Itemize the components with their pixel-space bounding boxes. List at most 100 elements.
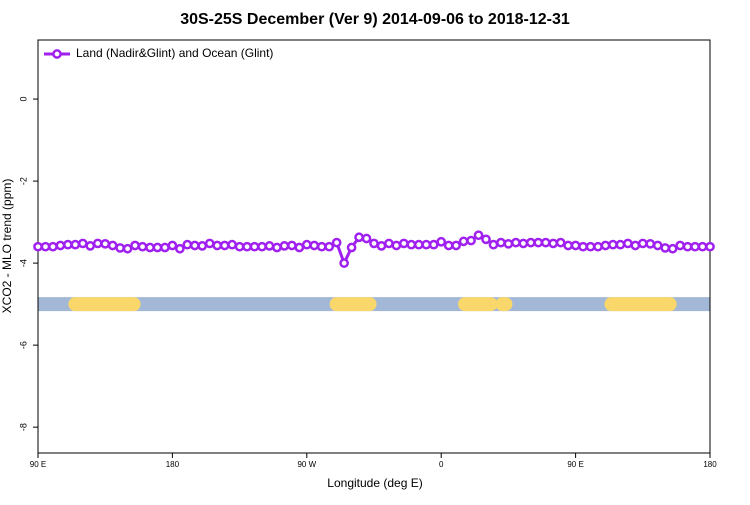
data-point xyxy=(548,238,559,249)
data-point xyxy=(234,241,245,252)
x-tick-label: 0 xyxy=(439,460,444,469)
data-point xyxy=(204,238,215,249)
data-point xyxy=(70,239,81,250)
data-point xyxy=(630,240,641,251)
data-point xyxy=(660,243,671,253)
data-point xyxy=(107,240,118,251)
data-point xyxy=(615,239,626,250)
data-point xyxy=(578,241,588,252)
data-point xyxy=(705,241,715,252)
data-point xyxy=(682,241,693,252)
data-point xyxy=(63,239,73,250)
data-point xyxy=(264,241,275,251)
data-point xyxy=(227,239,237,250)
data-point xyxy=(354,232,364,243)
data-point xyxy=(324,241,335,252)
y-tick-label: -4 xyxy=(18,259,28,267)
data-point xyxy=(309,240,320,251)
data-point xyxy=(182,239,193,250)
data-point xyxy=(481,234,491,245)
data-point xyxy=(272,242,282,253)
data-point xyxy=(667,243,678,254)
y-tick-label: -2 xyxy=(18,177,28,185)
data-point xyxy=(257,241,267,252)
data-point xyxy=(697,241,708,252)
data-point xyxy=(533,237,544,248)
data-point xyxy=(92,238,103,249)
y-tick-label: 0 xyxy=(18,97,28,102)
data-point xyxy=(197,241,208,251)
data-point xyxy=(458,236,469,247)
data-point xyxy=(675,240,685,251)
data-point xyxy=(115,243,125,253)
data-point xyxy=(563,240,573,251)
data-point xyxy=(130,240,140,251)
data-point xyxy=(555,237,566,248)
y-tick-label: -6 xyxy=(18,341,28,349)
data-point xyxy=(33,241,43,252)
data-point xyxy=(540,237,551,248)
data-point xyxy=(346,242,357,253)
data-point xyxy=(413,239,424,250)
data-point xyxy=(212,240,223,251)
data-point xyxy=(406,239,417,250)
x-tick-label: 90 E xyxy=(30,460,46,469)
data-point xyxy=(428,239,439,250)
data-point xyxy=(175,243,185,254)
data-point xyxy=(600,240,611,251)
data-point xyxy=(443,240,454,251)
data-point xyxy=(399,238,409,249)
data-point xyxy=(249,241,260,252)
data-point xyxy=(511,237,521,248)
data-point xyxy=(279,241,290,251)
data-point xyxy=(608,239,618,250)
data-point xyxy=(503,238,514,249)
data-point xyxy=(496,237,506,248)
data-point xyxy=(294,242,305,253)
x-tick-label: 180 xyxy=(703,460,717,469)
data-point xyxy=(690,241,700,252)
y-tick-label: -8 xyxy=(18,423,28,431)
data-point xyxy=(152,242,163,253)
data-point xyxy=(593,241,603,252)
data-point xyxy=(55,240,66,251)
data-point xyxy=(331,237,342,248)
data-point xyxy=(473,230,484,241)
data-point xyxy=(518,238,529,249)
data-point xyxy=(525,237,536,248)
data-point xyxy=(122,243,133,254)
x-tick-label: 90 W xyxy=(297,460,316,469)
data-point xyxy=(137,241,148,252)
data-point xyxy=(77,238,88,249)
data-point xyxy=(339,258,349,268)
data-point xyxy=(384,238,394,249)
data-point xyxy=(242,241,252,252)
x-tick-label: 90 E xyxy=(567,460,583,469)
chart-title: 30S-25S December (Ver 9) 2014-09-06 to 2… xyxy=(180,11,570,28)
x-tick-label: 180 xyxy=(166,460,180,469)
data-point xyxy=(585,241,596,252)
data-point xyxy=(466,235,476,246)
data-point xyxy=(369,238,379,249)
data-point xyxy=(85,241,96,251)
data-point xyxy=(623,238,633,249)
data-point xyxy=(189,240,200,251)
data-point xyxy=(219,240,230,251)
data-point xyxy=(451,240,461,251)
data-point xyxy=(287,240,297,251)
data-point xyxy=(160,242,170,253)
data-point xyxy=(40,241,51,252)
x-axis-label: Longitude (deg E) xyxy=(327,476,422,490)
data-point xyxy=(570,240,581,251)
data-point xyxy=(376,241,387,251)
data-point xyxy=(391,240,402,251)
data-point xyxy=(167,240,178,251)
legend-marker xyxy=(52,49,62,59)
data-point xyxy=(637,238,648,249)
data-point xyxy=(48,241,58,252)
data-point xyxy=(145,242,155,253)
data-point xyxy=(361,233,372,244)
data-point xyxy=(301,239,312,250)
data-point xyxy=(100,238,111,249)
